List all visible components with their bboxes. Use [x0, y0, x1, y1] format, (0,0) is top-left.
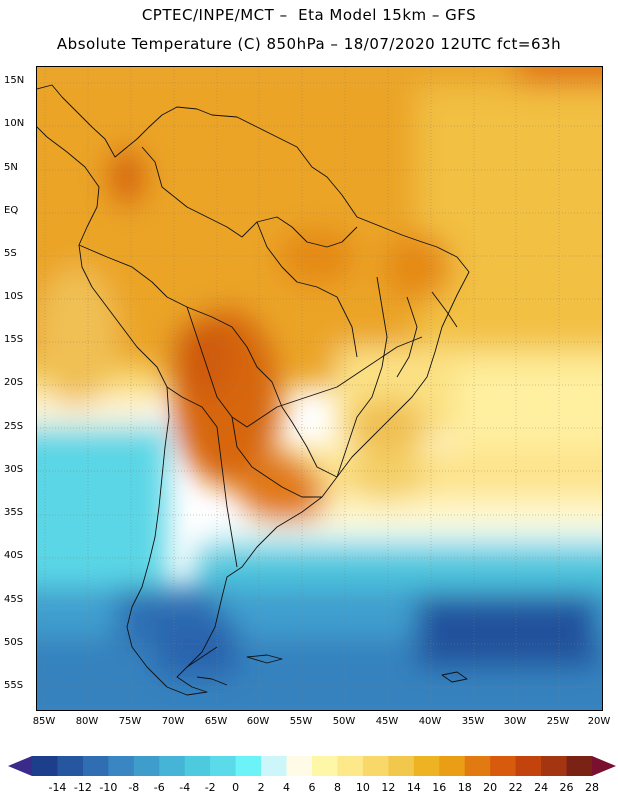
colorbar-tick-label: 16: [432, 781, 447, 794]
colorbar-swatch: [439, 756, 466, 776]
colorbar-swatch: [108, 756, 135, 776]
colorbar-tick-label: 26: [559, 781, 574, 794]
colorbar-tick-label: -14: [48, 781, 67, 794]
lat-label: 5S: [4, 248, 17, 259]
colorbar-tick-label: 14: [406, 781, 421, 794]
lon-label: 50W: [332, 716, 356, 727]
lat-label: 50S: [4, 637, 24, 648]
colorbar-tick-label: 28: [585, 781, 599, 794]
colorbar-swatch: [82, 756, 109, 776]
colorbar-swatch: [184, 756, 211, 776]
lon-label: 20W: [587, 716, 611, 727]
lat-label: 25S: [4, 421, 24, 432]
colorbar-tick-label: -10: [99, 781, 118, 794]
lat-label: 15N: [4, 75, 25, 86]
colorbar-tick-label: 0: [232, 781, 240, 794]
colorbar-swatch: [286, 756, 313, 776]
colorbar-swatch: [541, 756, 568, 776]
colorbar-tick-label: 20: [483, 781, 498, 794]
colorbar-tick-label: 22: [508, 781, 523, 794]
lon-label: 65W: [204, 716, 228, 727]
colorbar-swatch: [388, 756, 415, 776]
lon-label: 60W: [246, 716, 270, 727]
colorbar-swatch: [312, 756, 338, 776]
colorbar-tick-label: -4: [179, 781, 191, 794]
lon-label: 85W: [32, 716, 56, 727]
colorbar-tick-label: -2: [204, 781, 216, 794]
colorbar-swatch: [133, 756, 160, 776]
lon-label: 25W: [546, 716, 570, 727]
colorbar-swatch: [261, 756, 288, 776]
lon-label: 30W: [503, 716, 527, 727]
colorbar-swatch: [413, 756, 440, 776]
colorbar-tick-label: 24: [534, 781, 549, 794]
colorbar: [8, 756, 616, 776]
colorbar-swatch: [464, 756, 491, 776]
colorbar-tick-label: -6: [153, 781, 165, 794]
colorbar-swatch: [210, 756, 237, 776]
temperature-map: [36, 66, 603, 711]
lat-label: 45S: [4, 594, 24, 605]
colorbar-swatch: [57, 756, 84, 776]
colorbar-swatch: [235, 756, 262, 776]
lat-label: 40S: [4, 550, 24, 561]
colorbar-swatch: [337, 756, 364, 776]
lat-label: 30S: [4, 464, 24, 475]
colorbar-swatch: [159, 756, 186, 776]
colorbar-tick-label: 12: [381, 781, 396, 794]
lon-label: 55W: [289, 716, 313, 727]
colorbar-tick-label: 2: [257, 781, 265, 794]
colorbar-left-arrow: [8, 756, 32, 776]
colorbar-tick-label: 6: [308, 781, 316, 794]
colorbar-tick-label: -12: [73, 781, 92, 794]
chart-title-line1: CPTEC/INPE/MCT – Eta Model 15km – GFS: [141, 6, 477, 24]
lat-label: 15S: [4, 334, 24, 345]
lon-label: 40W: [418, 716, 442, 727]
lat-label: 35S: [4, 507, 24, 518]
colorbar-tick-label: -8: [128, 781, 140, 794]
lon-label: 75W: [118, 716, 142, 727]
colorbar-swatch: [32, 756, 58, 776]
lon-label: 70W: [161, 716, 185, 727]
colorbar-swatch: [566, 756, 593, 776]
colorbar-right-arrow: [592, 756, 616, 776]
lat-label: EQ: [4, 205, 19, 216]
colorbar-swatch: [490, 756, 517, 776]
colorbar-tick-label: 8: [333, 781, 341, 794]
lon-label: 35W: [461, 716, 485, 727]
lat-label: 5N: [4, 162, 18, 173]
lon-label: 80W: [75, 716, 99, 727]
chart-title-line2: Absolute Temperature (C) 850hPa – 18/07/…: [56, 35, 562, 53]
lat-label: 10N: [4, 118, 25, 129]
colorbar-tick-label: 4: [283, 781, 291, 794]
colorbar-swatch: [515, 756, 542, 776]
colorbar-swatch: [362, 756, 389, 776]
colorbar-tick-label: 10: [355, 781, 370, 794]
lat-label: 10S: [4, 291, 24, 302]
lon-label: 45W: [375, 716, 399, 727]
lat-label: 55S: [4, 680, 24, 691]
colorbar-tick-label: 18: [457, 781, 472, 794]
lat-label: 20S: [4, 377, 24, 388]
